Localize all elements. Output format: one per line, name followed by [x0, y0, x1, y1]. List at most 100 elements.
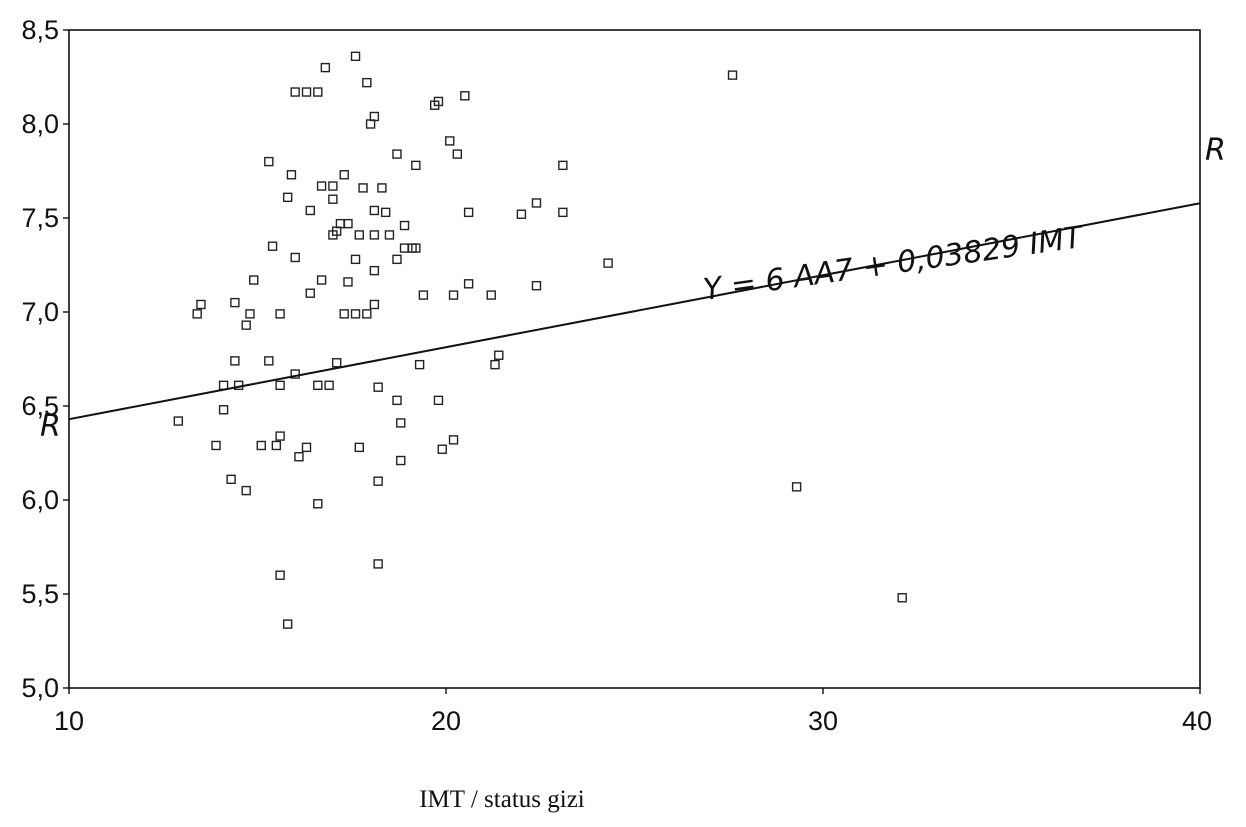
data-point — [392, 149, 402, 159]
data-point — [324, 380, 334, 391]
data-point — [396, 455, 406, 466]
regression-end-label-right: R — [1205, 133, 1226, 168]
x-tick-label: 20 — [431, 706, 461, 736]
x-axis-ticks: 10 20 30 40 — [54, 688, 1212, 736]
data-point — [192, 309, 202, 319]
data-point — [271, 440, 282, 451]
data-point — [399, 243, 410, 253]
data-point — [463, 207, 474, 218]
data-point — [264, 156, 274, 167]
data-point — [328, 194, 338, 204]
data-point — [411, 160, 421, 171]
data-point — [264, 356, 274, 366]
y-tick-label: 6,0 — [21, 485, 59, 515]
data-point — [275, 431, 285, 441]
data-point — [727, 70, 738, 80]
data-point — [282, 619, 293, 629]
data-point — [230, 356, 240, 366]
data-point — [362, 309, 372, 319]
data-point — [343, 218, 353, 229]
data-point — [339, 309, 349, 319]
data-point — [369, 230, 380, 240]
data-point — [897, 593, 907, 603]
data-point — [290, 252, 300, 263]
data-point — [316, 181, 327, 191]
data-point — [350, 51, 361, 62]
data-points — [173, 51, 907, 629]
data-point — [267, 241, 278, 251]
data-point — [531, 280, 542, 291]
data-point — [433, 395, 444, 406]
data-point — [335, 218, 346, 229]
data-point — [211, 440, 221, 451]
plot-frame — [68, 29, 1201, 689]
data-point — [448, 435, 459, 445]
data-point — [414, 359, 425, 370]
data-point — [313, 380, 323, 391]
data-point — [490, 359, 500, 370]
data-point — [218, 380, 229, 391]
data-point — [460, 91, 470, 101]
data-point — [275, 380, 285, 391]
data-point — [226, 474, 236, 485]
data-point — [339, 170, 349, 180]
y-axis-ticks: 5,0 5,5 6,0 6,5 7,0 7,5 8,0 8,5 — [21, 15, 69, 703]
data-point — [316, 275, 327, 285]
data-point — [196, 299, 206, 310]
y-tick-label: 5,0 — [21, 673, 59, 703]
y-tick-label: 5,5 — [21, 579, 59, 609]
data-point — [245, 309, 255, 319]
data-point — [350, 309, 361, 319]
data-point — [275, 570, 285, 580]
data-point — [313, 499, 323, 509]
data-point — [373, 476, 383, 486]
regression-end-label-left: R — [40, 409, 61, 444]
data-point — [282, 192, 293, 203]
x-tick-label: 30 — [808, 706, 838, 736]
data-point — [294, 452, 304, 462]
data-point — [448, 290, 459, 300]
data-point — [791, 482, 802, 492]
data-point — [494, 350, 504, 360]
data-point — [486, 290, 496, 300]
data-point — [343, 277, 353, 287]
data-point — [290, 369, 300, 379]
data-point — [331, 358, 342, 368]
data-point — [354, 442, 364, 453]
data-point — [218, 405, 229, 415]
data-point — [365, 119, 376, 129]
data-point — [249, 275, 259, 285]
x-tick-label: 40 — [1182, 706, 1212, 736]
data-point — [380, 207, 391, 218]
y-tick-label: 8,0 — [21, 109, 59, 139]
data-point — [377, 183, 387, 193]
data-point — [558, 160, 568, 171]
data-point — [305, 288, 315, 298]
data-point — [241, 485, 251, 496]
data-point — [433, 96, 444, 107]
data-point — [173, 416, 184, 426]
data-point — [320, 62, 331, 73]
data-point — [369, 299, 380, 310]
data-point — [301, 87, 312, 97]
data-point — [392, 395, 402, 406]
data-point — [230, 297, 240, 308]
data-point — [445, 136, 455, 146]
regression-equation-label: Y = 6 AA7 + 0,03829 IMT — [701, 220, 1087, 308]
data-point — [313, 87, 323, 97]
data-point — [241, 320, 251, 330]
regression-line — [68, 202, 1201, 421]
data-point — [369, 111, 380, 122]
data-point — [328, 181, 338, 191]
data-point — [463, 279, 474, 289]
y-tick-label: 6,5 — [21, 391, 59, 421]
data-point — [305, 205, 315, 216]
data-point — [362, 77, 372, 88]
data-point — [290, 87, 300, 97]
data-point — [286, 170, 297, 180]
data-point — [437, 444, 447, 454]
data-point — [358, 183, 368, 193]
data-point — [301, 442, 312, 453]
data-point — [418, 290, 429, 300]
